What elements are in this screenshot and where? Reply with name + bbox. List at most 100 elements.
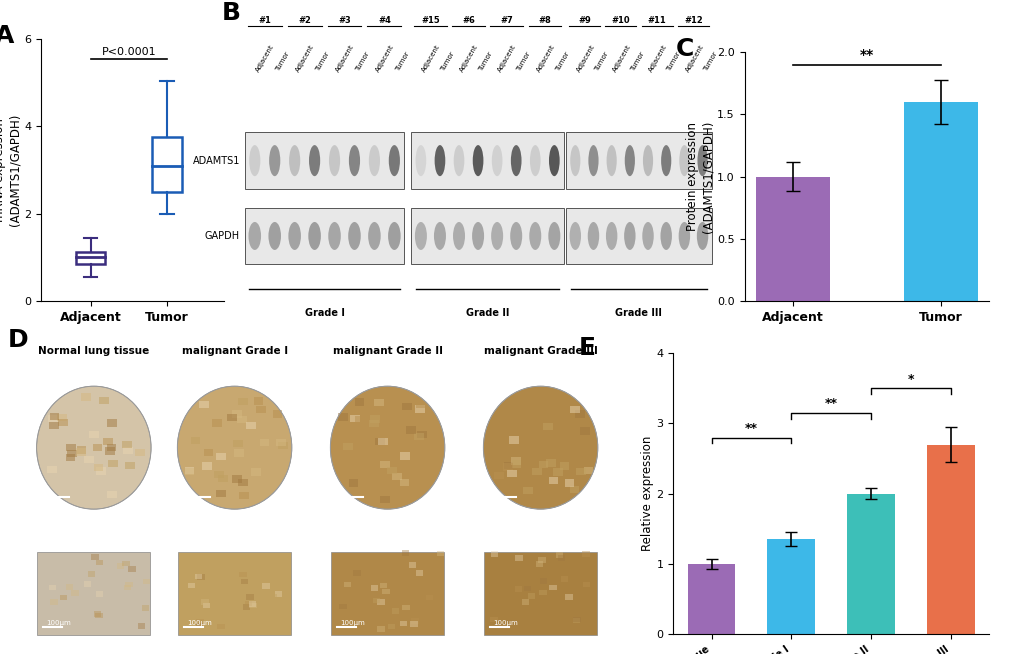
Bar	[503, 462, 513, 469]
Bar	[196, 623, 203, 628]
Bar	[583, 467, 593, 474]
Bar	[49, 422, 59, 430]
Bar	[94, 611, 101, 617]
Bar	[409, 562, 416, 568]
Bar	[377, 626, 384, 632]
Bar	[125, 582, 132, 587]
Bar	[214, 471, 224, 478]
Bar	[532, 468, 542, 475]
Bar	[212, 419, 221, 426]
Ellipse shape	[249, 222, 261, 250]
Text: Adjacent: Adjacent	[255, 43, 275, 73]
Bar	[243, 604, 250, 610]
Bar	[355, 417, 365, 424]
Bar	[262, 583, 269, 589]
Bar	[50, 599, 58, 605]
Bar	[88, 572, 95, 577]
Bar	[90, 431, 99, 438]
Bar	[218, 475, 227, 482]
Bar	[416, 401, 425, 408]
Bar	[552, 468, 561, 475]
Text: B: B	[221, 1, 240, 24]
Text: D: D	[8, 328, 29, 352]
Bar	[254, 398, 263, 405]
Bar	[548, 585, 556, 591]
Ellipse shape	[491, 222, 502, 250]
Bar	[411, 132, 564, 189]
Bar	[539, 590, 546, 596]
Bar	[420, 468, 429, 475]
Bar	[76, 448, 86, 456]
Bar	[123, 585, 131, 591]
Bar	[573, 618, 580, 623]
Bar	[401, 605, 409, 610]
Ellipse shape	[624, 222, 635, 250]
Bar	[227, 413, 237, 421]
Text: P<0.0001: P<0.0001	[101, 46, 156, 57]
Ellipse shape	[368, 222, 380, 250]
Text: #12: #12	[684, 16, 702, 26]
Text: #10: #10	[610, 16, 630, 26]
Bar	[84, 581, 92, 587]
Text: #15: #15	[421, 16, 439, 26]
Bar	[406, 426, 416, 434]
Text: Tumor: Tumor	[478, 51, 493, 73]
Ellipse shape	[678, 222, 690, 250]
Text: Tumor: Tumor	[665, 51, 682, 73]
Bar	[122, 447, 132, 455]
Bar	[560, 576, 568, 582]
Text: Tumor: Tumor	[516, 51, 532, 73]
Ellipse shape	[679, 145, 689, 176]
Bar	[247, 422, 256, 429]
Bar	[124, 462, 135, 469]
Bar	[143, 579, 150, 584]
Bar	[58, 419, 67, 426]
Bar	[260, 439, 269, 446]
Bar	[71, 590, 78, 596]
Bar	[566, 132, 711, 189]
Bar	[580, 427, 589, 435]
Bar	[91, 554, 99, 560]
Bar	[506, 470, 517, 477]
Bar	[377, 599, 384, 605]
Bar	[201, 599, 209, 605]
Text: Grade III: Grade III	[614, 308, 661, 318]
Bar	[416, 570, 423, 576]
Bar	[238, 398, 248, 405]
Bar	[755, 177, 829, 301]
Bar	[401, 550, 409, 555]
Text: Tumor: Tumor	[553, 51, 570, 73]
Text: #11: #11	[647, 16, 665, 26]
Bar	[249, 603, 257, 608]
Bar	[96, 591, 103, 596]
Bar	[342, 443, 353, 451]
Text: Tumor: Tumor	[394, 51, 410, 73]
Ellipse shape	[491, 145, 502, 176]
Text: 100μm: 100μm	[47, 620, 71, 626]
Bar	[96, 468, 106, 475]
Ellipse shape	[570, 145, 580, 176]
Ellipse shape	[328, 222, 340, 250]
Ellipse shape	[530, 145, 540, 176]
Bar	[410, 621, 417, 627]
Bar	[65, 584, 73, 590]
Bar	[216, 490, 226, 497]
Ellipse shape	[548, 145, 559, 176]
Bar	[538, 461, 548, 468]
Bar	[436, 551, 443, 556]
Text: C: C	[676, 37, 694, 61]
Bar	[555, 552, 562, 558]
Bar	[96, 560, 103, 565]
Bar	[65, 454, 75, 461]
Ellipse shape	[249, 145, 260, 176]
Bar	[245, 132, 404, 189]
Text: Adjacent: Adjacent	[575, 43, 595, 73]
Text: **: **	[859, 48, 873, 62]
Bar	[369, 420, 378, 427]
Bar	[274, 611, 281, 617]
Bar	[244, 582, 251, 587]
Bar	[566, 208, 711, 264]
Bar	[401, 403, 411, 411]
Bar	[484, 552, 596, 635]
Bar	[766, 540, 814, 634]
